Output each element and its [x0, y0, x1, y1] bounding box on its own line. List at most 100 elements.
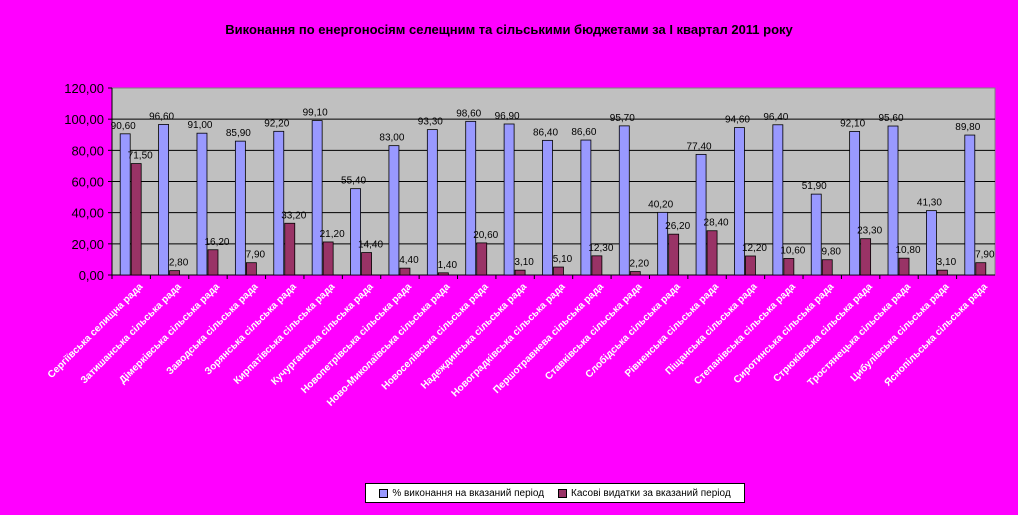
data-label-expenses: 12,20 [742, 243, 767, 254]
data-label-expenses: 26,20 [665, 221, 690, 232]
data-label-completion: 98,60 [456, 108, 481, 119]
data-label-completion: 40,20 [648, 199, 673, 210]
data-label-expenses: 7,90 [246, 250, 266, 261]
data-label-expenses: 3,10 [514, 257, 534, 268]
bar-expenses [361, 252, 372, 276]
bar-completion [580, 139, 592, 276]
data-label-completion: 95,70 [610, 113, 635, 124]
data-label-completion: 96,60 [149, 111, 174, 122]
legend-item-completion: % виконання на вказаний період [379, 488, 544, 499]
bar-expenses [975, 262, 987, 276]
data-label-expenses: 21,20 [320, 229, 345, 240]
data-label-completion: 94,60 [725, 115, 750, 126]
data-label-completion: 85,90 [226, 128, 251, 139]
bar-completion [426, 129, 438, 276]
bar-completion [657, 211, 669, 276]
bar-completion [234, 140, 246, 276]
data-label-expenses: 7,90 [975, 250, 995, 261]
data-label-expenses: 5,10 [553, 254, 573, 265]
data-label-expenses: 1,40 [438, 260, 458, 271]
bar-expenses [322, 241, 334, 276]
data-label-expenses: 10,60 [780, 245, 805, 256]
bar-expenses [783, 258, 795, 276]
bar-completion [311, 120, 323, 276]
data-label-expenses: 9,80 [822, 247, 842, 258]
bar-expenses [898, 257, 910, 276]
data-label-completion: 55,40 [341, 176, 366, 187]
bar-completion [465, 120, 477, 276]
data-label-completion: 95,60 [879, 113, 904, 124]
bar-completion [772, 124, 784, 276]
bar-expenses [668, 233, 680, 276]
bar-completion [158, 124, 169, 276]
data-label-expenses: 3,10 [937, 257, 957, 268]
bar-completion [618, 125, 630, 276]
bar-expenses [284, 222, 296, 276]
bar-completion [273, 130, 285, 276]
chart-title: Виконання по енергоносіям селещним та сі… [225, 22, 793, 37]
bar-expenses [591, 255, 603, 276]
data-label-completion: 89,80 [955, 122, 980, 133]
data-label-completion: 86,40 [533, 127, 558, 138]
legend-swatch-completion [379, 488, 389, 498]
bar-expenses [207, 249, 219, 276]
data-label-completion: 41,30 [917, 198, 942, 209]
bar-completion [542, 139, 553, 276]
data-label-expenses: 12,30 [588, 243, 613, 254]
data-label-expenses: 16,20 [204, 237, 229, 248]
bar-expenses [706, 230, 718, 276]
bar-expenses [130, 163, 142, 276]
data-label-expenses: 28,40 [704, 218, 729, 229]
data-label-completion: 99,10 [303, 108, 328, 119]
data-label-completion: 90,60 [111, 121, 136, 132]
data-label-expenses: 23,30 [857, 226, 882, 237]
data-label-expenses: 33,20 [281, 210, 306, 221]
bar-completion [350, 188, 361, 276]
bar-expenses [553, 266, 564, 276]
y-tick-label: 100,00 [64, 112, 104, 127]
bar-expenses [937, 269, 948, 276]
legend-label-expenses: Касові видатки за вказаний період [571, 487, 731, 499]
bar-expenses [745, 255, 756, 276]
y-tick-label: 80,00 [71, 143, 104, 158]
bar-completion [926, 210, 937, 276]
y-tick-label: 0,00 [79, 268, 104, 283]
bar-completion [964, 134, 976, 276]
data-label-expenses: 20,60 [473, 230, 498, 241]
data-label-expenses: 14,40 [358, 240, 383, 251]
data-label-completion: 51,90 [802, 181, 827, 192]
legend-item-expenses: Касові видатки за вказаний період [558, 488, 731, 499]
data-label-completion: 91,00 [187, 120, 212, 131]
bar-expenses [437, 272, 449, 276]
bar-expenses [476, 242, 488, 276]
data-label-expenses: 71,50 [128, 151, 153, 162]
bar-completion [196, 132, 208, 276]
bar-expenses [629, 271, 641, 276]
data-label-expenses: 2,20 [630, 259, 650, 270]
data-label-expenses: 4,40 [399, 255, 419, 266]
legend-label-completion: % виконання на вказаний період [392, 487, 545, 499]
bar-completion [734, 127, 745, 276]
bar-expenses [245, 262, 257, 276]
bar-completion [849, 131, 861, 276]
data-label-completion: 92,10 [840, 118, 865, 129]
y-tick-label: 40,00 [71, 206, 104, 221]
data-label-completion: 77,40 [687, 141, 712, 152]
legend: % виконання на вказаний період Касові ви… [365, 483, 745, 503]
bar-expenses [169, 270, 180, 276]
y-tick-label: 120,00 [64, 81, 104, 96]
bar-expenses [514, 269, 526, 276]
data-label-completion: 96,90 [495, 111, 520, 122]
data-label-completion: 86,60 [571, 127, 596, 138]
y-tick-label: 20,00 [71, 237, 104, 252]
y-tick-label: 60,00 [71, 175, 104, 190]
bar-completion [810, 193, 822, 276]
data-label-expenses: 10,80 [896, 245, 921, 256]
bar-expenses [860, 238, 872, 276]
data-label-completion: 96,40 [763, 112, 788, 123]
bar-completion [887, 125, 899, 276]
bar-completion [119, 133, 131, 276]
data-label-completion: 83,00 [379, 133, 404, 144]
bar-expenses [821, 259, 833, 276]
